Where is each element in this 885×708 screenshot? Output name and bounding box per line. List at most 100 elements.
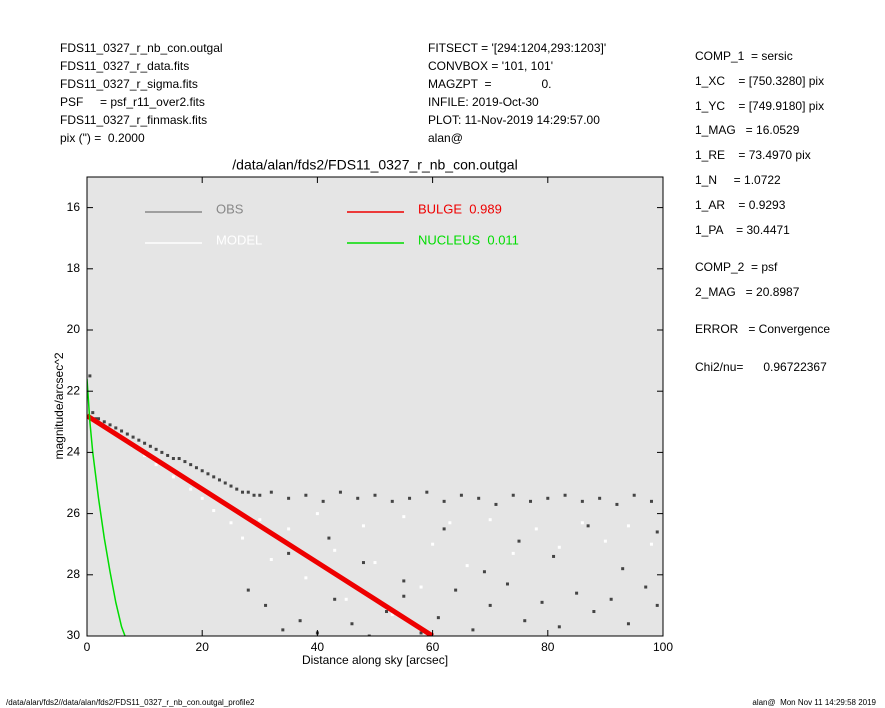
- data-point: [235, 487, 239, 491]
- data-point: [644, 585, 648, 589]
- data-point: [189, 487, 193, 491]
- data-point: [143, 441, 147, 445]
- data-point: [258, 518, 262, 522]
- legend-label: NUCLEUS 0.011: [418, 232, 519, 247]
- data-point: [655, 603, 659, 607]
- data-point: [454, 588, 458, 592]
- fit-parameter: 1_N = 1.0722: [695, 173, 781, 187]
- data-point: [171, 457, 175, 461]
- data-point: [333, 548, 337, 552]
- data-point: [459, 493, 463, 497]
- header-middle-line: MAGZPT = 0.: [428, 77, 551, 91]
- data-point: [269, 558, 273, 561]
- data-point: [350, 622, 354, 626]
- data-point: [419, 631, 423, 635]
- data-point: [327, 536, 331, 540]
- data-point: [206, 472, 210, 476]
- data-point: [580, 499, 584, 503]
- data-point: [494, 502, 498, 506]
- data-point: [246, 588, 250, 592]
- data-point: [287, 527, 291, 531]
- fit-parameter: COMP_1 = sersic: [695, 49, 793, 63]
- x-tick-label: 100: [653, 640, 673, 654]
- data-point: [160, 450, 164, 454]
- data-point: [367, 634, 371, 636]
- data-point: [177, 457, 181, 461]
- data-point: [344, 597, 348, 601]
- header-middle-line: PLOT: 11-Nov-2019 14:29:57.00: [428, 113, 600, 127]
- data-point: [385, 610, 389, 614]
- y-tick-label: 26: [67, 506, 81, 520]
- data-point: [217, 478, 221, 482]
- legend-label: OBS: [216, 201, 244, 216]
- fit-parameter: 1_PA = 30.4471: [695, 223, 790, 237]
- footer-right: alan@ Mon Nov 11 14:29:58 2019: [752, 698, 876, 707]
- data-point: [546, 496, 550, 500]
- data-point: [154, 447, 158, 451]
- data-point: [269, 490, 273, 494]
- data-point: [287, 551, 291, 555]
- data-point: [125, 432, 129, 436]
- data-point: [102, 420, 106, 424]
- x-tick-label: 80: [541, 640, 555, 654]
- x-tick-label: 40: [311, 640, 325, 654]
- data-point: [448, 521, 452, 525]
- data-point: [361, 561, 365, 565]
- profile-line: [87, 378, 126, 636]
- header-left-line: FDS11_0327_r_data.fits: [60, 59, 189, 73]
- x-axis-label: Distance along sky [arcsec]: [302, 653, 448, 667]
- data-point: [373, 493, 377, 497]
- data-point: [563, 493, 567, 497]
- header-left-line: FDS11_0327_r_sigma.fits: [60, 77, 198, 91]
- data-point: [580, 521, 584, 525]
- data-point: [557, 545, 561, 549]
- data-point: [298, 619, 302, 623]
- data-point: [200, 469, 204, 473]
- header-left-line: FDS11_0327_r_nb_con.outgal: [60, 41, 223, 55]
- data-point: [223, 481, 227, 485]
- data-point: [603, 539, 607, 543]
- data-point: [482, 570, 486, 574]
- data-point: [621, 567, 625, 571]
- legend-label: MODEL: [216, 232, 262, 247]
- fit-parameter: 2_MAG = 20.8987: [695, 285, 800, 299]
- data-point: [194, 466, 198, 470]
- data-point: [183, 460, 187, 464]
- header-middle-line: alan@: [428, 131, 463, 145]
- data-point: [465, 564, 469, 568]
- data-point: [304, 576, 308, 580]
- data-point: [488, 518, 492, 522]
- data-point: [626, 622, 630, 626]
- data-point: [338, 490, 342, 494]
- data-point: [431, 542, 435, 546]
- data-point: [649, 499, 653, 503]
- header-left-line: pix (") = 0.2000: [60, 131, 145, 145]
- data-point: [408, 496, 412, 500]
- data-point: [552, 554, 556, 558]
- header-middle-line: INFILE: 2019-Oct-30: [428, 95, 539, 109]
- data-point: [592, 610, 596, 614]
- data-point: [356, 496, 360, 500]
- data-point: [511, 493, 515, 497]
- header-left-line: PSF = psf_r11_over2.fits: [60, 95, 205, 109]
- y-tick-label: 18: [67, 261, 81, 275]
- header-left-line: FDS11_0327_r_finmask.fits: [60, 113, 207, 127]
- data-point: [212, 475, 216, 479]
- chart-title: /data/alan/fds2/FDS11_0327_r_nb_con.outg…: [232, 157, 517, 173]
- data-point: [402, 594, 406, 598]
- data-point: [137, 438, 141, 442]
- data-point: [626, 524, 630, 528]
- data-point: [442, 499, 446, 503]
- y-tick-label: 24: [67, 445, 81, 459]
- y-tick-label: 16: [67, 200, 81, 214]
- data-point: [315, 512, 319, 516]
- fit-parameter: 1_RE = 73.4970 pix: [695, 148, 811, 162]
- data-point: [304, 493, 308, 497]
- data-point: [212, 509, 216, 513]
- data-point: [114, 426, 118, 430]
- plot-background: [87, 177, 663, 636]
- data-point: [529, 499, 533, 503]
- data-point: [154, 463, 158, 467]
- plot-frame: [86, 176, 664, 637]
